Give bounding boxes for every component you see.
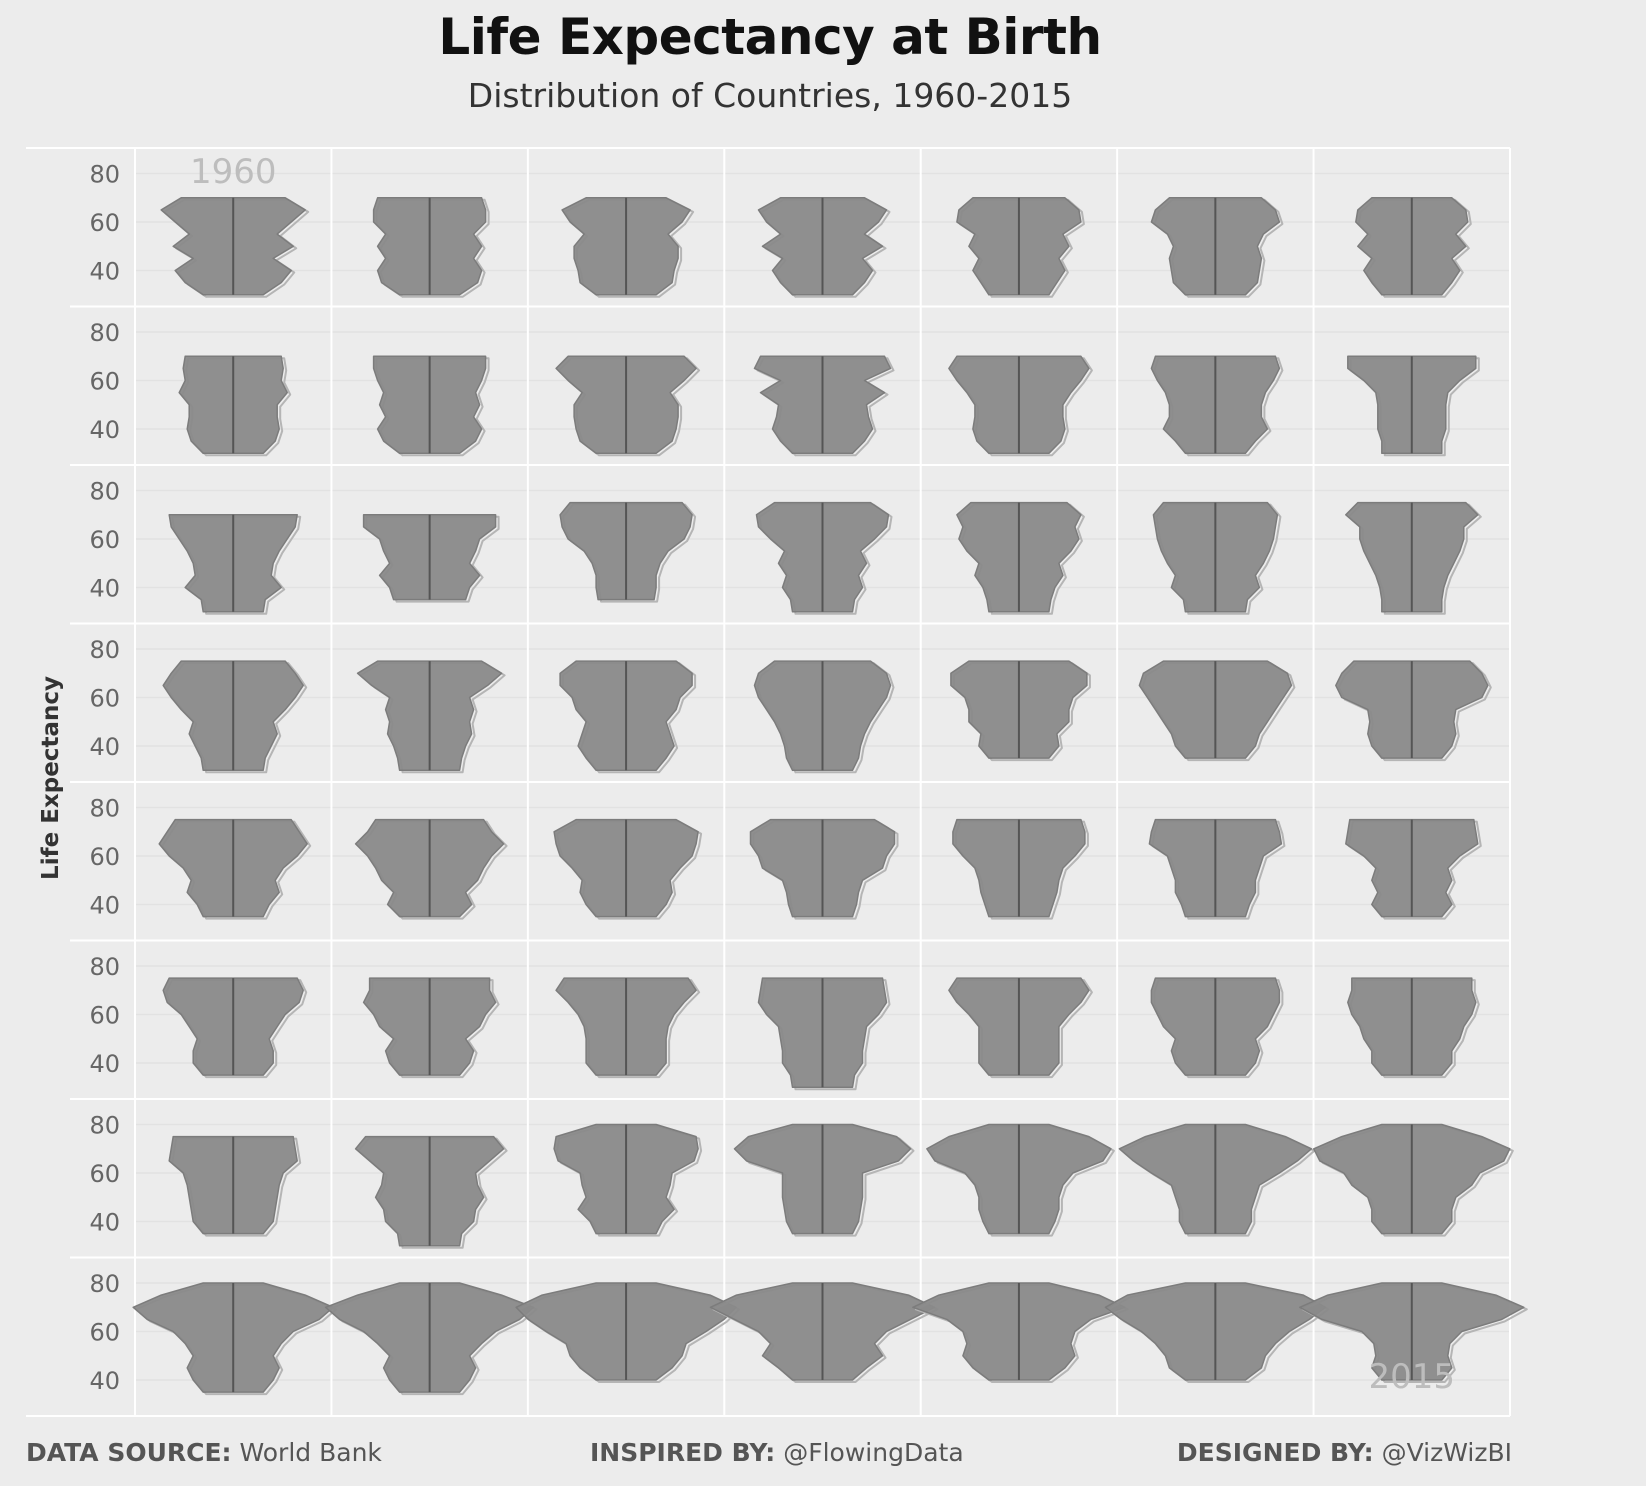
footer-inspired-label: INSPIRED BY: xyxy=(590,1438,776,1467)
y-tick-label: 60 xyxy=(89,209,120,237)
y-tick-label: 60 xyxy=(89,1319,120,1347)
y-tick-label: 80 xyxy=(89,795,120,823)
y-tick-label: 40 xyxy=(89,733,120,761)
y-tick-label: 80 xyxy=(89,1270,120,1298)
y-tick-label: 80 xyxy=(89,636,120,664)
footer-designed-by: DESIGNED BY: @VizWizBI xyxy=(1177,1438,1512,1467)
y-tick-label: 80 xyxy=(89,953,120,981)
y-tick-label: 60 xyxy=(89,368,120,396)
y-tick-label: 60 xyxy=(89,1002,120,1030)
footer-data-source: DATA SOURCE: World Bank xyxy=(26,1438,382,1467)
chart-subtitle: Distribution of Countries, 1960-2015 xyxy=(467,76,1073,115)
y-tick-label: 40 xyxy=(89,416,120,444)
year-label-first: 1960 xyxy=(190,152,277,192)
y-tick-label: 40 xyxy=(89,1050,120,1078)
footer-designed-label: DESIGNED BY: xyxy=(1176,1438,1374,1467)
y-tick-label: 80 xyxy=(89,1112,120,1140)
y-tick-label: 60 xyxy=(89,526,120,554)
y-tick-label: 80 xyxy=(89,478,120,506)
y-tick-label: 80 xyxy=(89,161,120,189)
violin-grid-chart: 40 60 80 40 60 80 40 60 80 40 60 80 40 60 80 40 60 80 40 60… xyxy=(26,147,1528,1417)
footer-designed-value: @VizWizBI xyxy=(1373,1438,1512,1467)
y-tick-label: 60 xyxy=(89,685,120,713)
y-tick-label: 40 xyxy=(89,1209,120,1237)
y-tick-label: 40 xyxy=(89,892,120,920)
footer-inspired-by: INSPIRED BY: @FlowingData xyxy=(590,1438,964,1467)
footer-source-value: World Bank xyxy=(231,1438,382,1467)
y-tick-label: 40 xyxy=(89,258,120,286)
y-tick-label: 60 xyxy=(89,843,120,871)
y-tick-label: 40 xyxy=(89,1367,120,1395)
footer-inspired-value: @FlowingData xyxy=(775,1438,964,1467)
footer-source-label: DATA SOURCE: xyxy=(26,1438,232,1467)
y-axis-label: Life Expectancy xyxy=(38,676,64,880)
y-tick-label: 60 xyxy=(89,1160,120,1188)
year-label-last: 2015 xyxy=(1369,1357,1456,1397)
y-tick-label: 80 xyxy=(89,319,120,347)
chart-title: Life Expectancy at Birth xyxy=(438,8,1102,66)
y-tick-label: 40 xyxy=(89,575,120,603)
